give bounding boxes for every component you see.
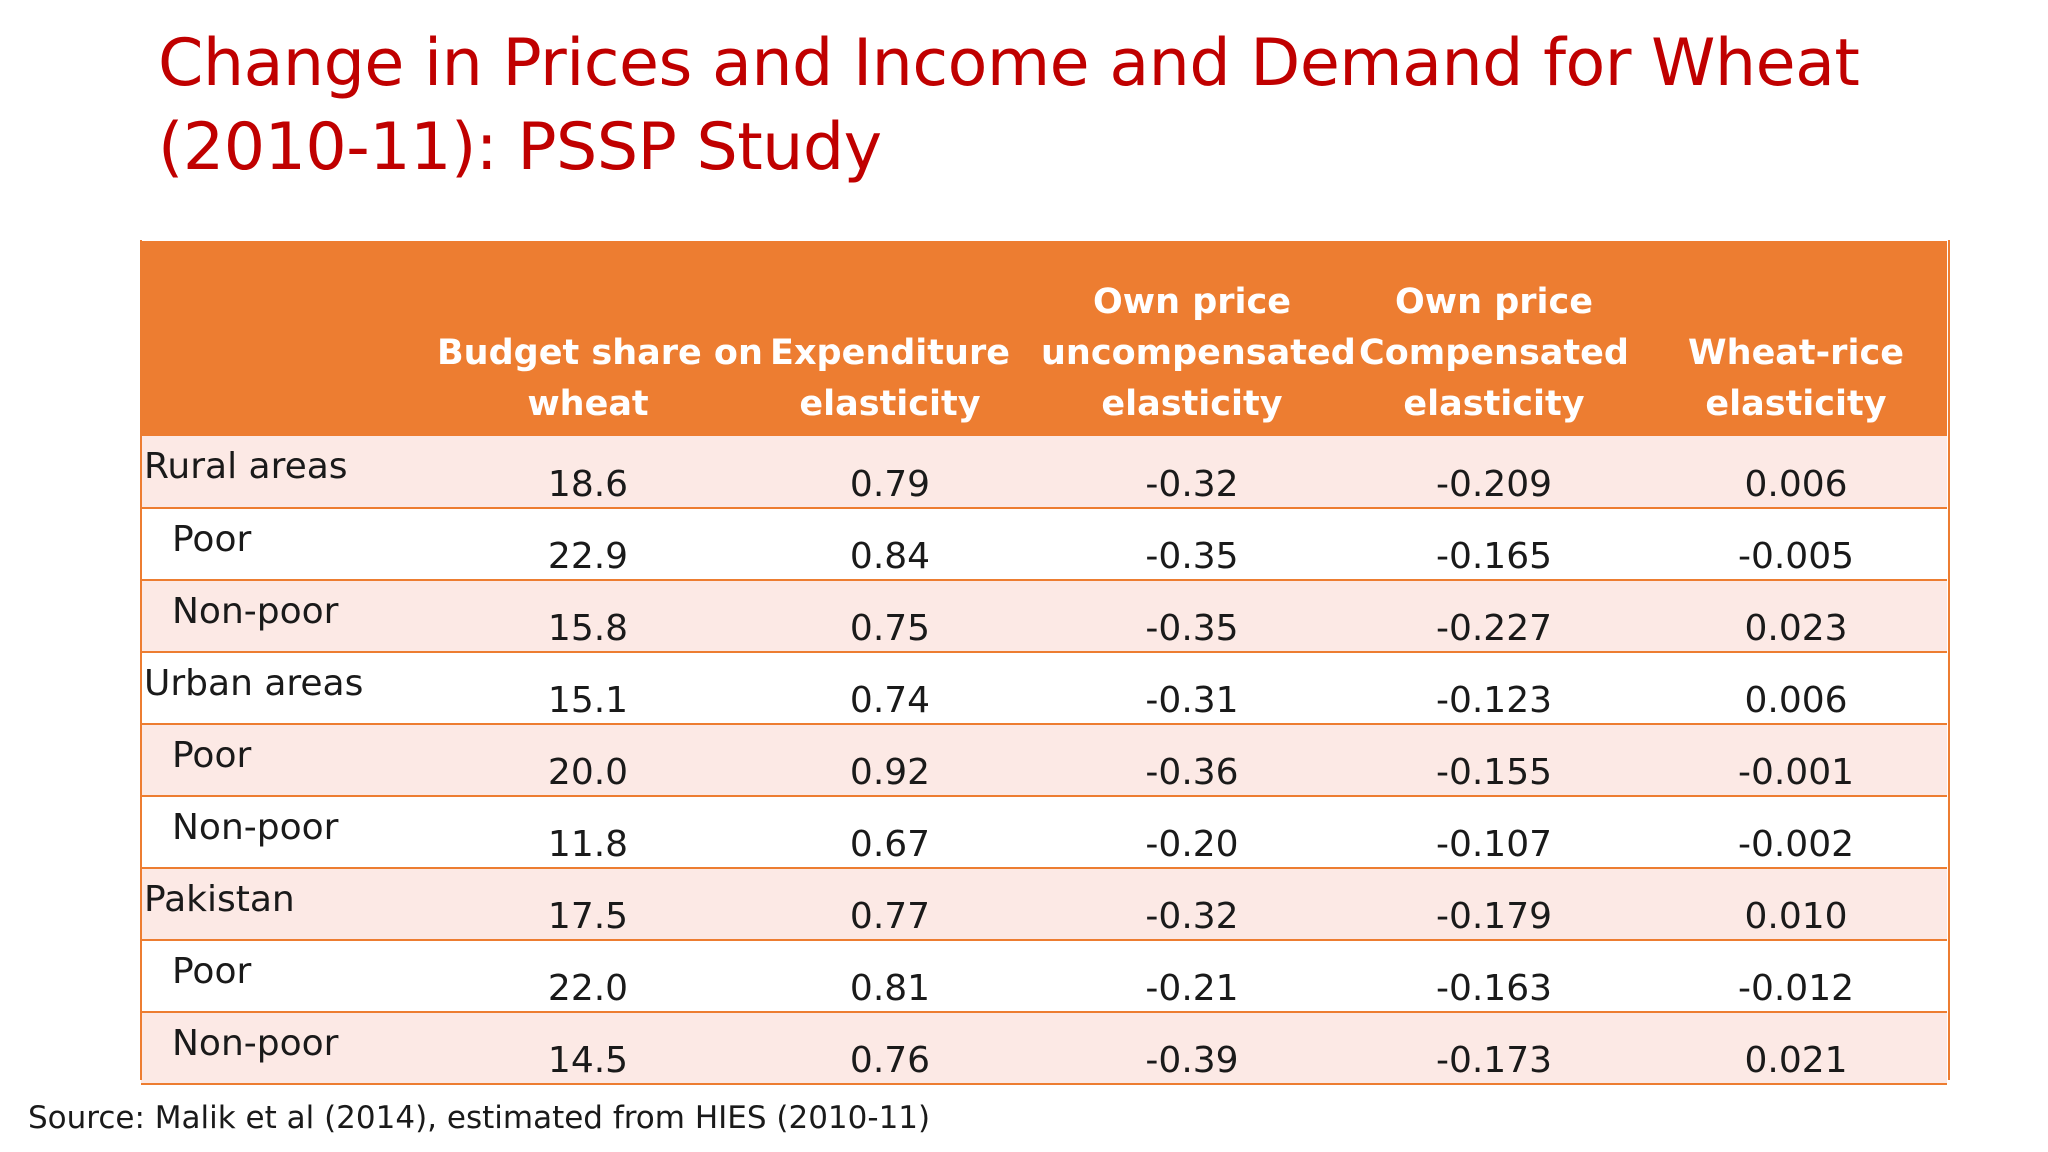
header-row: Budget share on wheat Expenditure elastici…: [141, 241, 1947, 436]
header-line: Own price: [1395, 282, 1593, 322]
table-cell: -0.107: [1343, 796, 1645, 869]
table-cell: -0.123: [1343, 652, 1645, 725]
row-label: Non-poor: [141, 1012, 437, 1085]
table-cell: 0.021: [1645, 1012, 1947, 1085]
table-cell: -0.002: [1645, 796, 1947, 869]
table-cell: 0.77: [739, 868, 1041, 941]
table-cell: -0.227: [1343, 580, 1645, 653]
table-row: Non-poor 14.5 0.76 -0.39 -0.173 0.021: [141, 1012, 1947, 1085]
table-cell: 0.81: [739, 940, 1041, 1013]
table-cell: 0.74: [739, 652, 1041, 725]
table-cell: 17.5: [437, 868, 739, 941]
slide-title: Change in Prices and Income and Demand f…: [158, 22, 1998, 190]
row-label: Pakistan: [141, 868, 437, 941]
table-row: Pakistan 17.5 0.77 -0.32 -0.179 0.010: [141, 868, 1947, 941]
table-cell: 15.8: [437, 580, 739, 653]
row-label: Poor: [141, 508, 437, 581]
table-cell: -0.32: [1041, 868, 1343, 941]
table-cell: 0.79: [739, 436, 1041, 509]
header-line: elasticity: [1101, 384, 1283, 424]
table-cell: 0.010: [1645, 868, 1947, 941]
row-label: Rural areas: [141, 436, 437, 509]
table-cell: 0.84: [739, 508, 1041, 581]
table-cell: 0.76: [739, 1012, 1041, 1085]
table-cell: -0.005: [1645, 508, 1947, 581]
table-cell: 18.6: [437, 436, 739, 509]
table-cell: -0.32: [1041, 436, 1343, 509]
table-cell: -0.001: [1645, 724, 1947, 797]
table-cell: -0.163: [1343, 940, 1645, 1013]
header-line: Wheat-rice: [1688, 333, 1904, 373]
header-line: Own price: [1093, 282, 1291, 322]
header-line: uncompensated: [1041, 333, 1356, 373]
header-line: Compensated: [1359, 333, 1629, 373]
header-line: Expenditure: [770, 333, 1010, 373]
table-cell: -0.179: [1343, 868, 1645, 941]
corner-header: [141, 241, 437, 436]
table-cell: 0.92: [739, 724, 1041, 797]
header-line: elasticity: [1705, 384, 1887, 424]
table-header: Budget share on wheat Expenditure elastici…: [141, 241, 1947, 436]
header-line: wheat: [527, 384, 649, 424]
table-cell: -0.36: [1041, 724, 1343, 797]
uncompensated-elasticity-header: Own price uncompensated elasticity: [1041, 241, 1356, 436]
table-cell: -0.165: [1343, 508, 1645, 581]
table-cell: -0.20: [1041, 796, 1343, 869]
header-line: Budget share on: [437, 333, 763, 373]
table-body: Rural areas 18.6 0.79 -0.32 -0.209 0.006 Poor 2…: [141, 436, 1947, 1085]
row-label: Non-poor: [141, 796, 437, 869]
table-row: Poor 22.9 0.84 -0.35 -0.165 -0.005: [141, 508, 1947, 581]
row-label: Urban areas: [141, 652, 437, 725]
table-row: Non-poor 15.8 0.75 -0.35 -0.227 0.023: [141, 580, 1947, 653]
elasticity-table: Budget share on wheat Expenditure elastici…: [141, 241, 1947, 1085]
table-cell: -0.155: [1343, 724, 1645, 797]
table-cell: -0.31: [1041, 652, 1343, 725]
table-cell: 20.0: [437, 724, 739, 797]
table-cell: 0.67: [739, 796, 1041, 869]
table-cell: 11.8: [437, 796, 739, 869]
table-cell: -0.21: [1041, 940, 1343, 1013]
table-cell: -0.35: [1041, 580, 1343, 653]
table-cell: 22.0: [437, 940, 739, 1013]
row-label: Non-poor: [141, 580, 437, 653]
table-cell: -0.39: [1041, 1012, 1343, 1085]
table-cell: -0.173: [1343, 1012, 1645, 1085]
header-line: [1645, 277, 1947, 328]
table-cell: 0.023: [1645, 580, 1947, 653]
table-cell: -0.209: [1343, 436, 1645, 509]
compensated-elasticity-header: Own price Compensated elasticity: [1343, 241, 1645, 436]
table-cell: 14.5: [437, 1012, 739, 1085]
header-line: [437, 277, 739, 328]
header-line: elasticity: [799, 384, 981, 424]
table-row: Poor 20.0 0.92 -0.36 -0.155 -0.001: [141, 724, 1947, 797]
header-line: [141, 385, 437, 436]
header-line: [739, 277, 1041, 328]
table-cell: 0.75: [739, 580, 1041, 653]
source-note: Source: Malik et al (2014), estimated fr…: [28, 1100, 931, 1136]
table-cell: 15.1: [437, 652, 739, 725]
table-cell: 0.006: [1645, 436, 1947, 509]
table-cell: -0.012: [1645, 940, 1947, 1013]
slide-title-line-2: (2010-11): PSSP Study: [158, 110, 882, 185]
row-label: Poor: [141, 724, 437, 797]
expenditure-elasticity-header: Expenditure elasticity: [739, 241, 1041, 436]
budget-share-header: Budget share on wheat: [437, 241, 763, 436]
slide-title-line-1: Change in Prices and Income and Demand f…: [158, 26, 1860, 101]
table-cell: -0.35: [1041, 508, 1343, 581]
table-cell: 22.9: [437, 508, 739, 581]
table-row: Urban areas 15.1 0.74 -0.31 -0.123 0.006: [141, 652, 1947, 725]
table-row: Non-poor 11.8 0.67 -0.20 -0.107 -0.002: [141, 796, 1947, 869]
table-cell: 0.006: [1645, 652, 1947, 725]
header-line: [141, 334, 437, 385]
table-row: Rural areas 18.6 0.79 -0.32 -0.209 0.006: [141, 436, 1947, 509]
table-row: Poor 22.0 0.81 -0.21 -0.163 -0.012: [141, 940, 1947, 1013]
wheat-rice-elasticity-header: Wheat-rice elasticity: [1645, 241, 1947, 436]
row-label: Poor: [141, 940, 437, 1013]
header-line: elasticity: [1403, 384, 1585, 424]
